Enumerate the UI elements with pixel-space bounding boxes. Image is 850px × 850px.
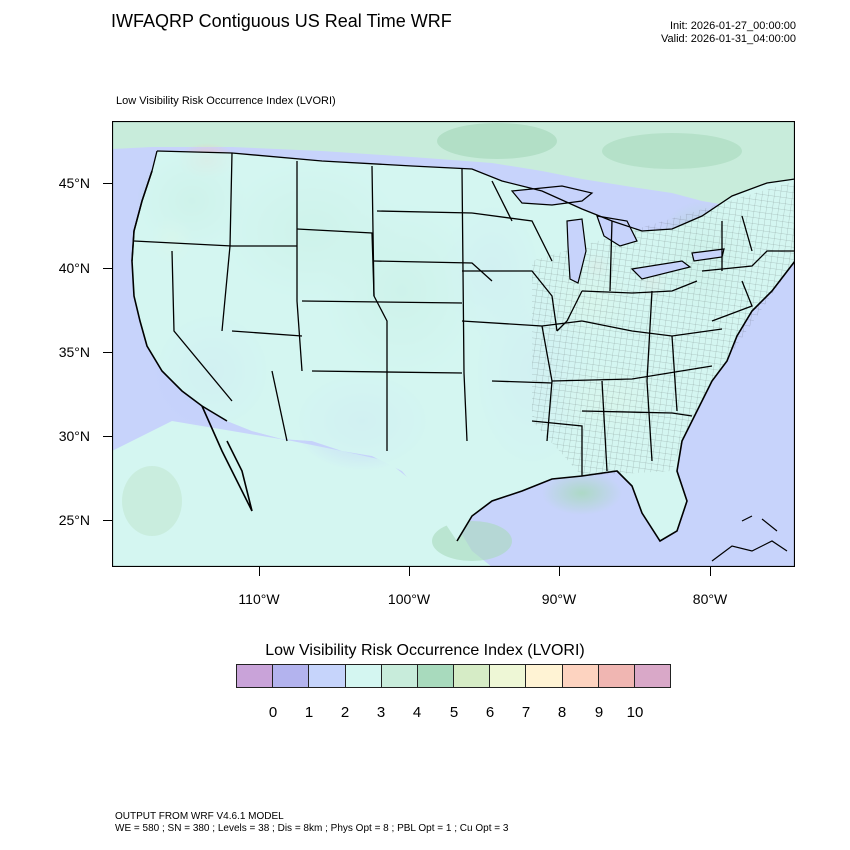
colorbar-tick-label: 2 — [340, 704, 350, 721]
lon-tick — [259, 567, 260, 576]
colorbar — [236, 664, 671, 688]
lat-tick — [103, 352, 112, 353]
colorbar-tick-label: 6 — [485, 704, 495, 721]
lat-label: 35°N — [58, 344, 90, 360]
colorbar-swatch-3 — [345, 665, 382, 687]
valid-time: Valid: 2026-01-31_04:00:00 — [661, 33, 796, 45]
colorbar-swatch-9 — [562, 665, 599, 687]
forecast-map — [112, 121, 795, 567]
lat-label: 25°N — [58, 512, 90, 528]
lon-label: 110°W — [238, 591, 280, 607]
lat-label: 30°N — [58, 428, 90, 444]
lat-label: 40°N — [58, 260, 90, 276]
colorbar-swatch-5 — [417, 665, 455, 687]
colorbar-tick-label: 8 — [557, 704, 567, 721]
colorbar-swatch-0 — [237, 665, 274, 687]
lon-label: 80°W — [692, 591, 728, 607]
colorbar-tick-label: 0 — [268, 704, 278, 721]
colorbar-swatch-4 — [381, 665, 418, 687]
colorbar-swatch-1 — [273, 665, 310, 687]
colorbar-swatch-2 — [309, 665, 346, 687]
coastlines — [131, 170, 795, 562]
colorbar-swatch-8 — [526, 665, 563, 687]
colorbar-swatch-11 — [634, 665, 671, 687]
lon-label: 90°W — [541, 591, 577, 607]
colorbar-tick-label: 1 — [304, 704, 314, 721]
colorbar-tick-label: 7 — [521, 704, 531, 721]
lat-label: 45°N — [58, 175, 90, 191]
colorbar-swatch-6 — [454, 665, 491, 687]
graticule — [112, 121, 795, 567]
lat-tick — [103, 183, 112, 184]
colorbar-swatch-7 — [490, 665, 527, 687]
lon-tick — [710, 567, 711, 576]
legend-title: Low Visibility Risk Occurrence Index (LV… — [265, 642, 585, 659]
map-subtitle: Low Visibility Risk Occurrence Index (LV… — [116, 95, 336, 107]
colorbar-tick-label: 3 — [376, 704, 386, 721]
lat-tick — [103, 268, 112, 269]
lon-tick — [559, 567, 560, 576]
colorbar-tick-label: 9 — [594, 704, 604, 721]
lon-label: 100°W — [387, 591, 431, 607]
lat-tick — [103, 520, 112, 521]
mexico-land — [112, 421, 492, 567]
colorbar-tick-label: 10 — [626, 704, 644, 721]
model-footer: OUTPUT FROM WRF V4.6.1 MODEL — [115, 811, 284, 822]
great-lakes — [510, 185, 725, 284]
colorbar-tick-label: 5 — [449, 704, 459, 721]
colorbar-tick-label: 4 — [412, 704, 422, 721]
colorbar-swatch-10 — [598, 665, 635, 687]
model-settings: WE = 580 ; SN = 380 ; Levels = 38 ; Dis … — [115, 823, 509, 834]
page-title: IWFAQRP Contiguous US Real Time WRF — [111, 11, 452, 31]
lon-tick — [409, 567, 410, 576]
init-time: Init: 2026-01-27_00:00:00 — [670, 20, 796, 32]
lat-tick — [103, 436, 112, 437]
